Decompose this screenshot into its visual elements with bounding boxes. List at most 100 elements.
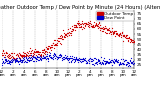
Point: [4, 61, 7, 62]
Point: [56, 56, 59, 58]
Point: [132, 60, 134, 62]
Point: [108, 31, 111, 32]
Point: [34, 52, 36, 53]
Point: [60, 37, 63, 38]
Point: [105, 62, 108, 63]
Point: [72, 58, 74, 60]
Point: [133, 63, 135, 64]
Point: [34, 57, 37, 58]
Point: [125, 37, 128, 38]
Point: [49, 53, 52, 54]
Point: [10, 60, 13, 61]
Point: [44, 50, 46, 52]
Point: [132, 63, 135, 65]
Point: [89, 58, 91, 59]
Point: [18, 56, 21, 58]
Point: [127, 66, 129, 67]
Point: [64, 55, 66, 56]
Point: [28, 54, 31, 55]
Point: [29, 53, 32, 54]
Point: [127, 63, 129, 64]
Point: [103, 28, 106, 29]
Point: [28, 60, 30, 61]
Point: [29, 57, 31, 58]
Point: [101, 28, 103, 29]
Point: [75, 57, 77, 59]
Point: [85, 22, 88, 24]
Point: [64, 33, 67, 34]
Point: [105, 32, 107, 34]
Point: [115, 60, 117, 61]
Point: [71, 25, 74, 27]
Point: [76, 27, 79, 28]
Point: [115, 33, 118, 35]
Point: [11, 55, 13, 57]
Point: [16, 53, 18, 54]
Point: [57, 38, 60, 39]
Point: [34, 54, 37, 55]
Point: [37, 60, 40, 61]
Point: [59, 43, 62, 44]
Point: [105, 61, 108, 62]
Point: [113, 62, 116, 63]
Point: [120, 35, 123, 36]
Point: [47, 61, 49, 62]
Point: [120, 34, 122, 36]
Point: [87, 26, 90, 28]
Point: [10, 53, 13, 54]
Point: [7, 57, 10, 58]
Point: [52, 39, 55, 41]
Point: [3, 59, 6, 60]
Point: [129, 65, 132, 67]
Point: [102, 63, 104, 64]
Point: [114, 32, 117, 34]
Point: [72, 58, 74, 59]
Point: [111, 31, 114, 32]
Point: [116, 32, 118, 34]
Point: [71, 59, 74, 60]
Point: [15, 60, 18, 61]
Point: [119, 63, 121, 64]
Point: [126, 37, 128, 39]
Point: [62, 38, 64, 39]
Point: [80, 62, 83, 63]
Point: [78, 23, 81, 24]
Point: [98, 60, 101, 62]
Point: [28, 56, 31, 58]
Point: [61, 38, 63, 40]
Point: [73, 26, 75, 27]
Point: [22, 52, 25, 53]
Point: [127, 61, 130, 63]
Point: [122, 61, 125, 62]
Point: [53, 44, 56, 45]
Point: [83, 59, 85, 60]
Point: [90, 26, 93, 27]
Point: [10, 62, 12, 63]
Point: [29, 60, 32, 61]
Point: [58, 37, 61, 39]
Point: [6, 52, 8, 54]
Point: [27, 60, 30, 61]
Point: [30, 55, 33, 56]
Point: [30, 59, 32, 61]
Point: [49, 44, 52, 45]
Point: [72, 24, 75, 26]
Point: [29, 47, 31, 48]
Point: [88, 60, 91, 61]
Point: [22, 55, 24, 56]
Point: [117, 34, 120, 35]
Point: [5, 58, 8, 59]
Point: [53, 44, 55, 46]
Point: [74, 59, 76, 60]
Point: [70, 56, 73, 57]
Point: [79, 58, 82, 60]
Point: [65, 58, 67, 59]
Point: [51, 42, 54, 43]
Point: [128, 37, 130, 38]
Point: [99, 61, 101, 62]
Point: [44, 53, 47, 55]
Point: [58, 54, 61, 55]
Point: [82, 23, 84, 24]
Point: [25, 55, 28, 57]
Point: [55, 58, 58, 59]
